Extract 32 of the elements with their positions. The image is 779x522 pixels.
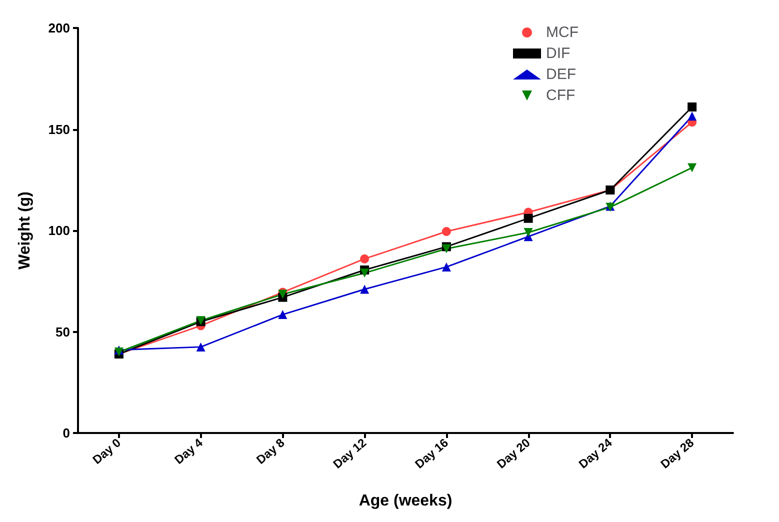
point: [360, 284, 370, 294]
x-axis-title: Age (weeks): [358, 492, 452, 510]
point: [360, 254, 370, 264]
point: [114, 348, 124, 356]
x-tick-label: Day 28: [658, 435, 697, 472]
point: [688, 112, 697, 121]
point: [524, 228, 533, 238]
legend-label: CFF: [546, 87, 576, 104]
y-tick-label: 50: [56, 324, 70, 340]
y-tick-label: 100: [48, 223, 70, 238]
y-tick-label: 150: [48, 122, 70, 137]
x-tick-label: Day 16: [412, 435, 452, 472]
x-tick-label: Day 20: [494, 435, 534, 472]
x-tick-label: Day 8: [254, 435, 288, 467]
legend-label: DIF: [546, 45, 570, 62]
x-tick-label: Day 0: [90, 435, 124, 467]
legend-label: MCF: [546, 24, 578, 41]
point: [688, 102, 697, 112]
x-tick-label: Day 12: [330, 435, 370, 472]
point: [442, 262, 451, 272]
y-tick-label: 200: [48, 20, 70, 36]
x-tick-label: Day 4: [172, 435, 206, 467]
point: [442, 227, 451, 236]
x-tick-label: Day 24: [576, 435, 615, 472]
y-axis-title: Weight (g): [16, 192, 34, 270]
point: [196, 342, 206, 352]
y-tick-label: 0: [62, 426, 70, 440]
point: [688, 163, 697, 172]
point: [360, 268, 370, 278]
legend-label: DEF: [546, 66, 576, 83]
point: [278, 310, 288, 320]
point: [524, 214, 533, 223]
